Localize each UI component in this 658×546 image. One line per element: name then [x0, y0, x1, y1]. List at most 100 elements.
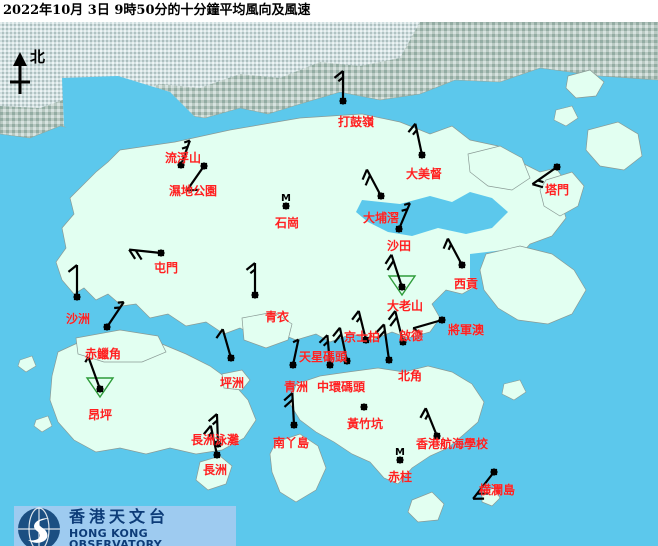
- station-label-28: 赤柱: [387, 470, 413, 484]
- wind-barb-flag: [355, 316, 362, 323]
- station-label-3: 石崗: [274, 216, 300, 230]
- wind-barb-shaft: [291, 339, 300, 366]
- wind-barb-flag: [333, 333, 343, 344]
- wind-barb-flag: [207, 413, 218, 423]
- wind-barb-flag: [361, 169, 368, 181]
- wind-barb-flag: [332, 327, 341, 337]
- wind-barb-flag: [183, 139, 191, 144]
- map-geography: [0, 22, 658, 546]
- wind-barb-flag: [412, 327, 423, 336]
- wind-barb-flag: [186, 188, 198, 192]
- north-arrow-label: 北: [30, 48, 46, 66]
- peng-chau-island: [221, 369, 251, 391]
- wind-barb-shaft: [394, 310, 405, 343]
- wind-barb-shaft: [357, 310, 368, 341]
- hko-emblem-icon: [18, 507, 60, 546]
- station-label-6: 大埔滘: [362, 211, 400, 225]
- wind-barb-flag: [337, 76, 344, 83]
- wind-barb-flag: [207, 431, 213, 438]
- station-marker[interactable]: [282, 202, 290, 210]
- tsing-yi-island: [241, 311, 293, 349]
- wind-barb-flag: [412, 129, 418, 136]
- station-marker[interactable]: [396, 456, 404, 464]
- wind-barb-shaft: [106, 301, 125, 328]
- islet-c: [553, 105, 579, 127]
- wind-barb-flag: [181, 145, 189, 150]
- wind-barb-flag: [386, 260, 395, 271]
- wind-barb-flag: [245, 262, 256, 271]
- wind-barb-flag: [134, 249, 143, 261]
- hko-name-chinese: 香港天文台: [69, 506, 170, 526]
- station-label-25: 北角: [397, 369, 423, 383]
- wind-barb-flag: [249, 268, 256, 275]
- wind-barb-shaft: [326, 335, 332, 366]
- station-label-17: 長洲泳灘: [190, 433, 240, 447]
- wind-barb-flag: [292, 338, 299, 344]
- wind-barb-flag: [387, 310, 397, 321]
- wind-barb-flag: [333, 70, 344, 79]
- wind-barb-shaft: [209, 425, 219, 456]
- station-label-5: 塔門: [544, 183, 570, 197]
- chek-lap-kok-airport: [75, 329, 167, 363]
- hko-logo-text: 香港天文台 HONG KONG OBSERVATORY: [69, 506, 236, 546]
- islet-b: [17, 355, 37, 373]
- map-canvas[interactable]: 北 打鼓嶺 流浮山 濕地公園 M 石崗 大美督 塔門 大埔滘 沙田 西貢 大老山 將軍澳 屯門 沙洲 赤鱲角…: [0, 22, 658, 546]
- wind-barb-shaft: [87, 356, 102, 390]
- wind-barb-flag: [84, 356, 90, 363]
- wind-barb-shaft: [531, 166, 558, 186]
- calm-wind-m-marker: M: [395, 447, 405, 458]
- small-island-ne: [565, 69, 605, 99]
- tolo-harbour: [356, 192, 508, 236]
- station-label-8: 西貢: [453, 277, 479, 291]
- south-islets: [407, 491, 445, 523]
- wind-barb-flag: [202, 424, 212, 435]
- hko-name-english: HONG KONG OBSERVATORY: [69, 526, 163, 546]
- wind-barb-flag: [364, 174, 371, 186]
- station-label-16: 坪洲: [219, 376, 245, 390]
- station-marker[interactable]: [360, 403, 368, 411]
- wind-barb-flag: [117, 301, 124, 304]
- hko-logo-mark: [16, 506, 62, 546]
- wind-barb-shaft: [215, 413, 220, 445]
- plover-cove-island: [467, 145, 531, 191]
- wind-barb-flag: [384, 254, 393, 265]
- wind-barb-flag: [401, 208, 408, 212]
- wind-barb-shaft: [446, 237, 463, 266]
- wind-barb-layer: [67, 70, 561, 500]
- shenzhen-bay: [62, 76, 196, 154]
- wind-barb-shaft: [365, 168, 382, 197]
- lamma-island: [269, 433, 327, 503]
- wind-barb-shaft: [397, 202, 411, 230]
- wind-barb-flag: [442, 238, 449, 250]
- wind-barb-flag: [447, 243, 452, 251]
- north-arrow-icon: [10, 52, 30, 94]
- wind-barb-flag: [407, 123, 417, 133]
- station-label-10: 將軍澳: [447, 323, 485, 337]
- wind-barb-flag: [375, 323, 385, 334]
- wind-barb-flag: [283, 398, 294, 408]
- north-arrow: 北: [6, 48, 66, 96]
- wind-barb-flag: [114, 306, 121, 310]
- islet-d: [501, 379, 527, 401]
- wind-barb-shaft: [185, 165, 205, 192]
- station-label-20: 京士柏: [343, 330, 381, 344]
- wind-barb-shaft: [179, 140, 191, 166]
- station-label-2: 濕地公園: [168, 184, 218, 198]
- wind-barb-shaft: [414, 123, 424, 156]
- station-label-15: 青衣: [264, 310, 290, 324]
- wind-barb-flag: [322, 340, 329, 347]
- station-label-18: 長洲: [202, 463, 228, 477]
- station-label-21: 啟德: [398, 329, 424, 343]
- islet-a: [33, 415, 53, 433]
- wind-barb-flag: [351, 310, 360, 321]
- wind-barb-flag: [389, 316, 398, 327]
- wind-barb-shaft: [412, 318, 443, 330]
- station-label-13: 赤鱲角: [84, 347, 122, 361]
- wind-barb-shaft: [382, 324, 391, 361]
- station-label-14: 昂坪: [87, 408, 113, 422]
- station-label-4: 大美督: [405, 167, 443, 181]
- calm-wind-m-marker: M: [281, 193, 291, 204]
- station-label-12: 沙洲: [65, 312, 91, 326]
- wind-barb-flag: [215, 328, 224, 339]
